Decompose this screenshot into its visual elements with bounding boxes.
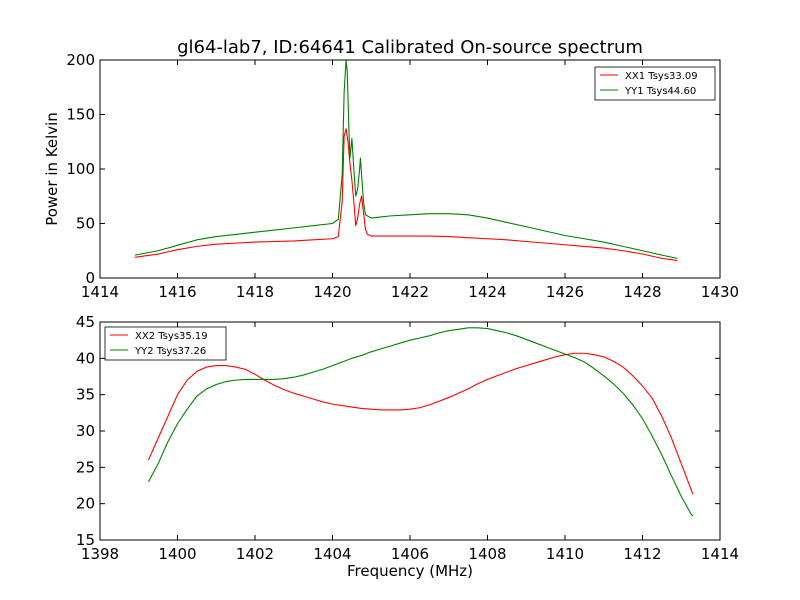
figure-title: gl64-lab7, ID:64641 Calibrated On-source… xyxy=(177,37,643,58)
x-tick-label: 1412 xyxy=(623,545,661,563)
x-tick-label: 1430 xyxy=(701,283,739,301)
legend-label: XX1 Tsys33.09 xyxy=(625,71,698,82)
y-tick-label: 40 xyxy=(76,349,95,367)
x-tick-label: 1400 xyxy=(158,545,196,563)
y-tick-label: 15 xyxy=(76,531,95,549)
y-tick-label: 50 xyxy=(76,215,95,233)
x-tick-label: 1420 xyxy=(313,283,351,301)
x-tick-label: 1410 xyxy=(546,545,584,563)
x-tick-label: 1406 xyxy=(391,545,429,563)
y-axis-label: Power in Kelvin xyxy=(43,112,61,226)
legend-label: YY1 Tsys44.60 xyxy=(624,86,696,97)
series-line-xx2 xyxy=(147,352,694,495)
x-tick-label: 1428 xyxy=(623,283,661,301)
y-tick-label: 45 xyxy=(76,313,95,331)
x-tick-label: 1416 xyxy=(158,283,196,301)
x-tick-label: 1402 xyxy=(236,545,274,563)
y-tick-label: 150 xyxy=(66,106,95,124)
x-tick-label: 1404 xyxy=(313,545,351,563)
x-tick-label: 1424 xyxy=(468,283,506,301)
bottom-spectrum-panel: 1398 1400 1402 1404 1406 1408 1410 1412 1414 15 20… xyxy=(76,313,739,563)
legend-label: YY2 Tsys37.26 xyxy=(134,346,206,357)
legend-label: XX2 Tsys35.19 xyxy=(135,331,208,342)
x-tick-label: 1414 xyxy=(701,545,739,563)
x-axis-label: Frequency (MHz) xyxy=(347,562,473,580)
series-line-xx1 xyxy=(134,128,678,262)
x-tick-label: 1426 xyxy=(546,283,584,301)
x-tick-label: 1422 xyxy=(391,283,429,301)
y-tick-label: 100 xyxy=(66,160,95,178)
legend: XX2 Tsys35.19 YY2 Tsys37.26 xyxy=(104,326,227,361)
series-line-yy1 xyxy=(134,59,678,259)
series-line-yy2 xyxy=(147,327,694,517)
x-tick-label: 1414 xyxy=(81,283,119,301)
y-tick-label: 200 xyxy=(66,51,95,69)
x-tick-label: 1418 xyxy=(236,283,274,301)
y-tick-label: 35 xyxy=(76,386,95,404)
legend: XX1 Tsys33.09 YY1 Tsys44.60 xyxy=(594,66,716,101)
legend-box xyxy=(104,326,227,361)
legend-box xyxy=(594,66,716,101)
y-tick-label: 20 xyxy=(76,495,95,513)
y-tick-label: 30 xyxy=(76,422,95,440)
x-tick-label: 1398 xyxy=(81,545,119,563)
y-tick-label: 0 xyxy=(85,269,95,287)
x-tick-label: 1408 xyxy=(468,545,506,563)
y-tick-label: 25 xyxy=(76,458,95,476)
top-spectrum-panel: 1414 1416 1418 1420 1422 1424 1426 1428 1430 0 50 1… xyxy=(66,51,739,301)
